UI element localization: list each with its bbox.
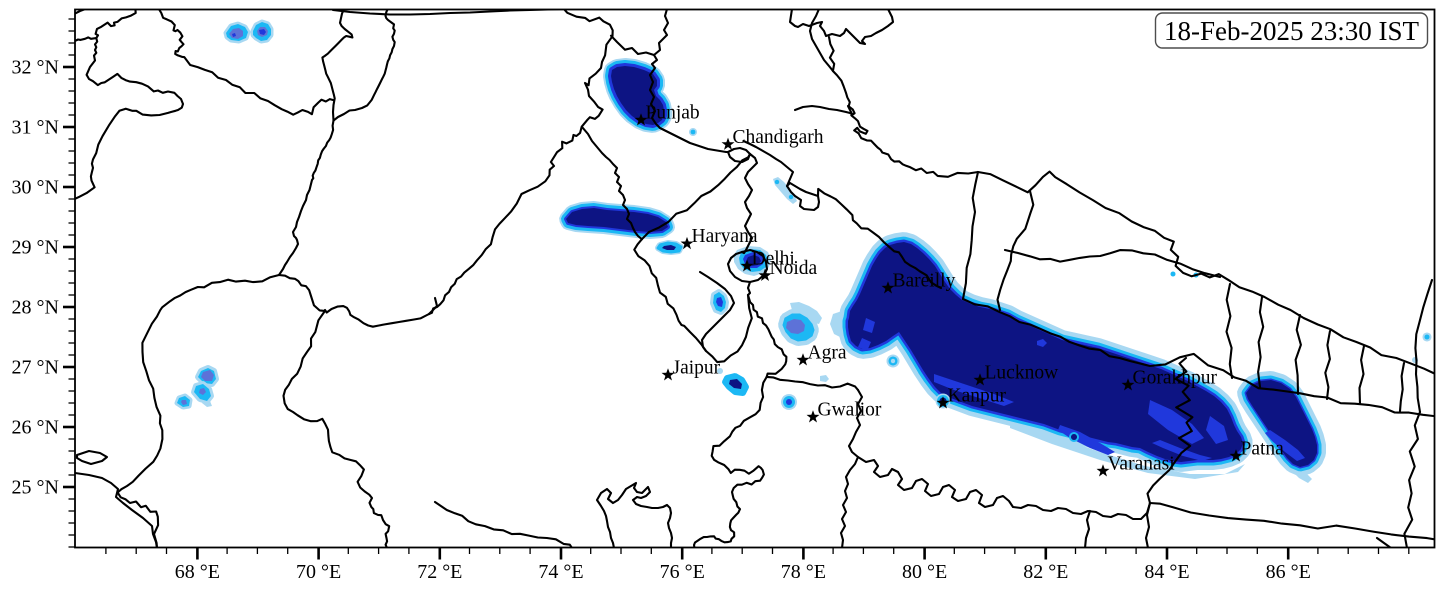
- svg-text:Noida: Noida: [770, 258, 818, 279]
- svg-text:86 °E: 86 °E: [1266, 561, 1311, 583]
- svg-text:27 °N: 27 °N: [12, 357, 59, 379]
- svg-text:32 °N: 32 °N: [12, 57, 59, 79]
- svg-text:70 °E: 70 °E: [296, 561, 341, 583]
- svg-text:Gwalior: Gwalior: [818, 400, 882, 421]
- svg-text:68 °E: 68 °E: [175, 561, 220, 583]
- svg-text:84 °E: 84 °E: [1144, 561, 1189, 583]
- svg-text:82 °E: 82 °E: [1023, 561, 1068, 583]
- svg-text:18-Feb-2025 23:30 IST: 18-Feb-2025 23:30 IST: [1164, 16, 1419, 46]
- svg-text:Delhi: Delhi: [752, 249, 796, 270]
- svg-text:Patna: Patna: [1241, 439, 1285, 460]
- svg-text:Lucknow: Lucknow: [985, 363, 1059, 384]
- svg-text:Kanpur: Kanpur: [948, 386, 1007, 407]
- svg-text:Jaipur: Jaipur: [673, 358, 721, 379]
- svg-text:Varanasi: Varanasi: [1108, 454, 1176, 475]
- svg-text:31 °N: 31 °N: [12, 117, 59, 139]
- svg-text:80 °E: 80 °E: [902, 561, 947, 583]
- svg-text:72 °E: 72 °E: [417, 561, 462, 583]
- svg-text:Bareilly: Bareilly: [893, 271, 956, 292]
- svg-text:Agra: Agra: [808, 343, 847, 364]
- svg-text:25 °N: 25 °N: [12, 477, 59, 499]
- svg-text:30 °N: 30 °N: [12, 177, 59, 199]
- svg-text:29 °N: 29 °N: [12, 237, 59, 259]
- svg-text:Punjab: Punjab: [646, 103, 700, 124]
- svg-text:76 °E: 76 °E: [660, 561, 705, 583]
- svg-text:Gorakhpur: Gorakhpur: [1133, 368, 1218, 389]
- svg-text:74 °E: 74 °E: [538, 561, 583, 583]
- svg-text:Haryana: Haryana: [692, 226, 758, 247]
- svg-text:28 °N: 28 °N: [12, 297, 59, 319]
- svg-text:26 °N: 26 °N: [12, 417, 59, 439]
- svg-text:78 °E: 78 °E: [781, 561, 826, 583]
- svg-text:Chandigarh: Chandigarh: [733, 127, 824, 148]
